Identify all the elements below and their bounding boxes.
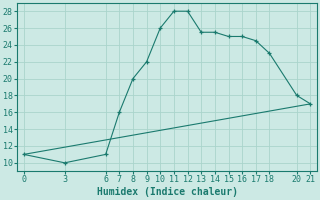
X-axis label: Humidex (Indice chaleur): Humidex (Indice chaleur) xyxy=(97,187,237,197)
